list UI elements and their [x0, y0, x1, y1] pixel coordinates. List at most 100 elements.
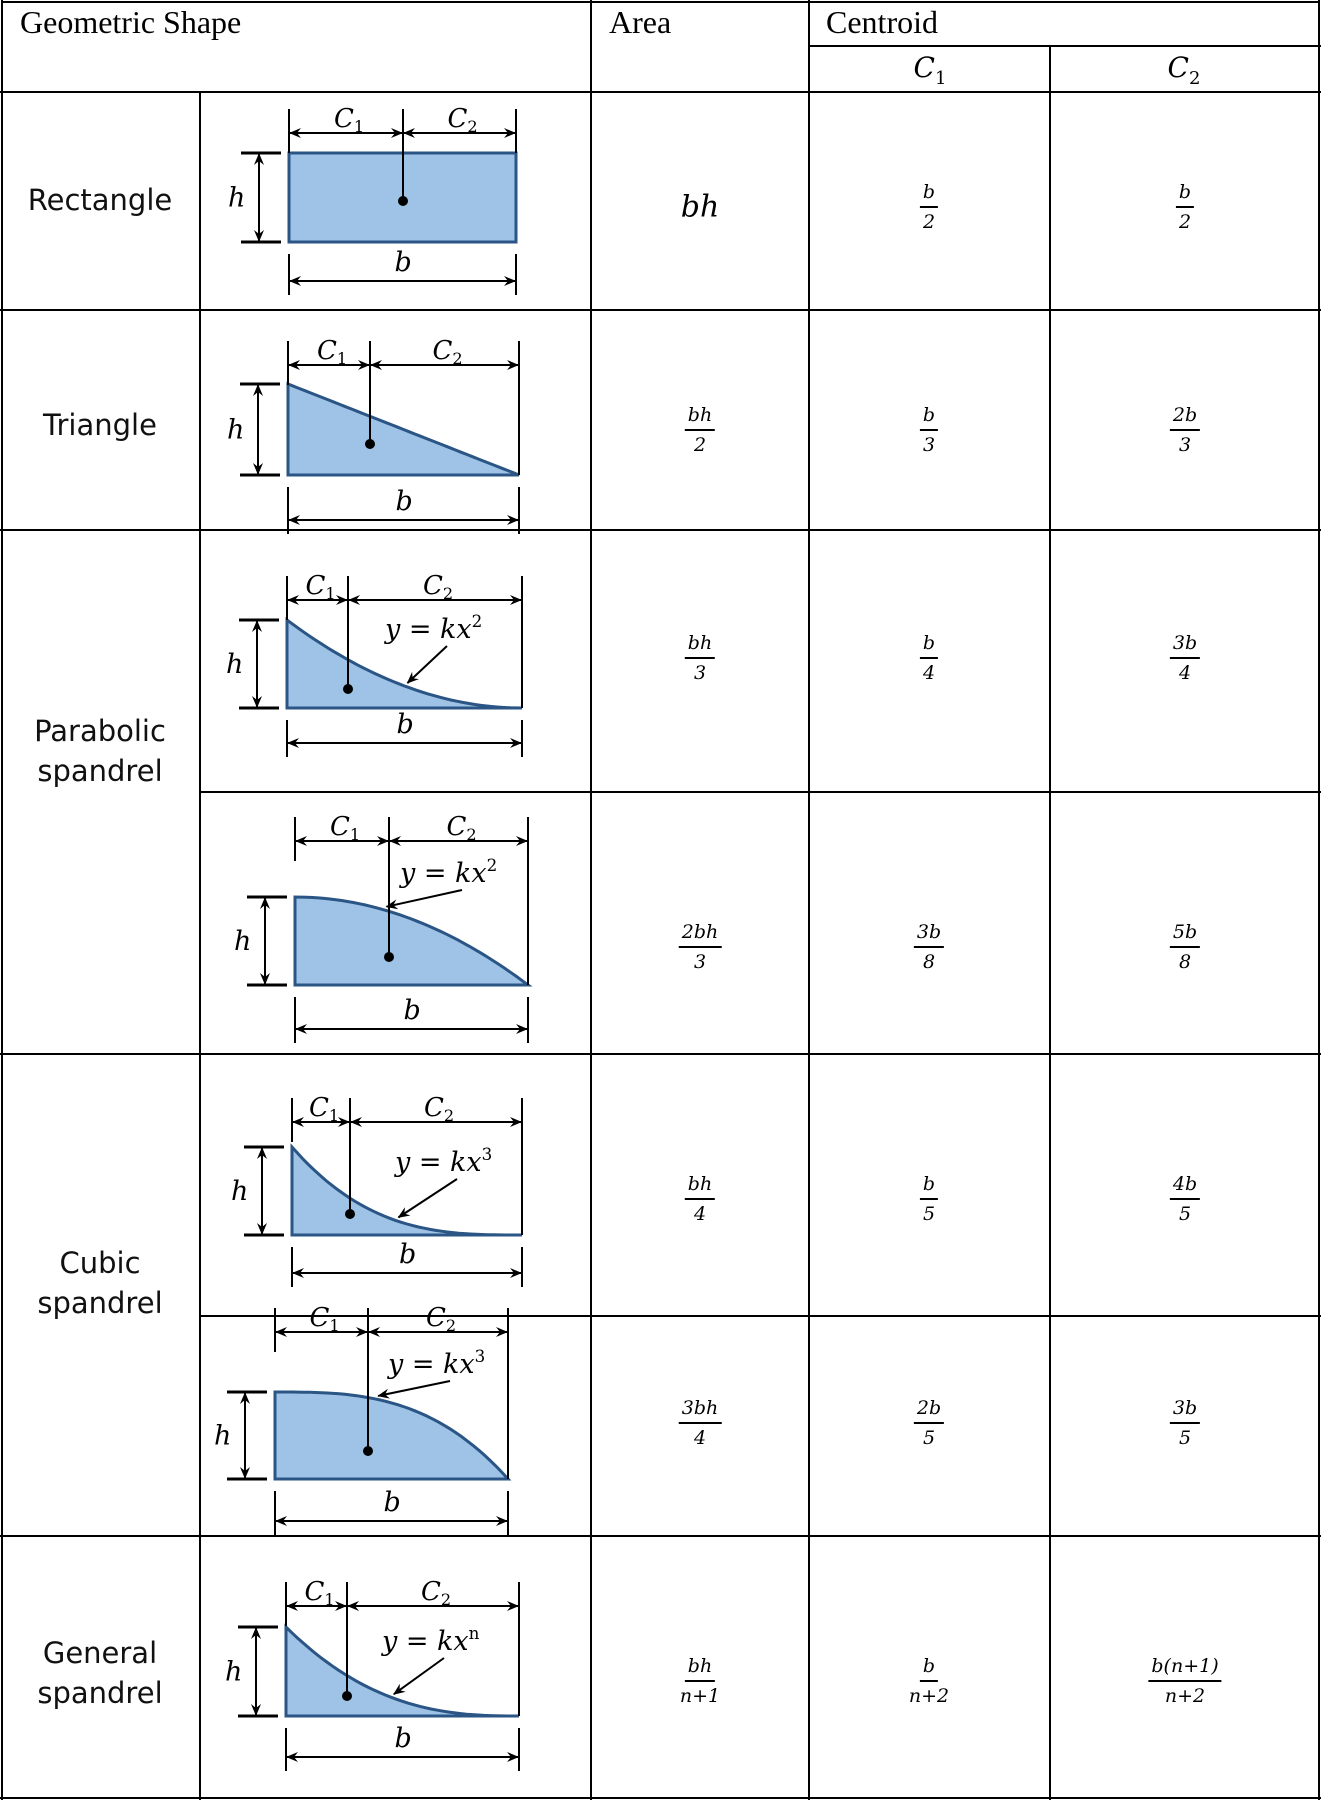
h-label-part: h — [231, 1176, 248, 1207]
c1-label-part: C — [309, 1093, 329, 1123]
denominator: 4 — [1178, 662, 1192, 684]
denominator: 5 — [922, 1203, 936, 1225]
numerator: b — [919, 404, 939, 431]
denominator: n+2 — [908, 1685, 950, 1707]
denominator: 8 — [922, 951, 936, 973]
header-c1: C1 — [914, 51, 947, 89]
equation-label-part: 2 — [487, 855, 498, 875]
numerator: b — [919, 181, 939, 208]
c2-label-part: C — [447, 812, 467, 842]
numerator: 4b — [1169, 1173, 1201, 1200]
h-label-part: h — [214, 1421, 231, 1452]
shape-label: Cubic spandrel — [0, 1243, 200, 1323]
numerator: 2b — [913, 1397, 945, 1424]
area-formula: bh 2 — [684, 404, 716, 456]
shape-label: Triangle — [0, 405, 200, 445]
denominator: 8 — [1178, 951, 1192, 973]
b-label-part: b — [399, 1239, 416, 1270]
c1-formula: 3b 8 — [913, 921, 945, 973]
header-c1-sub: 1 — [934, 67, 947, 89]
centroid-dot — [342, 1691, 352, 1701]
denominator: 3 — [1178, 434, 1192, 456]
denominator: 5 — [922, 1427, 936, 1449]
numerator: b — [1175, 181, 1195, 208]
c1-label: C1 — [309, 1093, 339, 1125]
header-c2-sub: 2 — [1188, 67, 1201, 89]
c2-label-part: C — [424, 1093, 444, 1123]
c1-label: C1 — [310, 1303, 340, 1335]
denominator: n+2 — [1164, 1685, 1206, 1707]
numerator: 2b — [1169, 404, 1201, 431]
h-label-part: h — [227, 415, 244, 446]
equation-arrow — [406, 645, 448, 684]
shape-label: Rectangle — [0, 180, 200, 220]
c2-formula: b(n+1) n+2 — [1148, 1655, 1222, 1707]
area-formula: bh 4 — [684, 1173, 716, 1225]
c2-label: C2 — [426, 1303, 456, 1335]
centroid-dot — [384, 952, 394, 962]
equation-arrow — [385, 889, 463, 910]
header-centroid: Centroid — [826, 4, 938, 40]
c1-label: C1 — [317, 336, 347, 368]
shape-label-line: Parabolic — [34, 714, 166, 748]
cubic-complement-diagram: C1 C2 h b y = kx3 — [214, 1303, 512, 1535]
equation-label-part: 3 — [482, 1144, 493, 1164]
equation-label-part: n — [469, 1623, 480, 1643]
header-geometric-shape: Geometric Shape — [20, 4, 242, 40]
header-c1-base: C — [913, 51, 935, 85]
shape-label-line: spandrel — [37, 1676, 163, 1710]
denominator: 3 — [693, 951, 707, 973]
c2-label: C2 — [433, 336, 463, 368]
c1-label-part: 1 — [337, 349, 347, 368]
numerator: b — [919, 632, 939, 659]
area-formula: bh 3 — [684, 632, 716, 684]
numerator: b — [919, 1655, 939, 1682]
h-label-part: h — [234, 926, 251, 957]
shape-label-line: Triangle — [43, 408, 157, 442]
shape-label-line: Rectangle — [27, 183, 173, 217]
shape-area — [273, 1390, 512, 1481]
c1-label-part: 1 — [329, 1106, 339, 1125]
c2-label-part: 2 — [446, 1316, 456, 1335]
c2-formula: 3b 4 — [1169, 632, 1201, 684]
c1-label-part: C — [305, 1577, 325, 1607]
c2-label: C2 — [421, 1577, 451, 1609]
b-label: b — [395, 1723, 412, 1754]
header-c2-base: C — [1167, 51, 1189, 85]
equation-label-part: y = kx — [384, 614, 472, 645]
c1-formula: b n+2 — [909, 1655, 949, 1707]
b-label: b — [395, 247, 412, 278]
equation-label-part: 3 — [475, 1346, 486, 1366]
c1-label: C1 — [305, 1577, 335, 1609]
area-formula: bh — [680, 189, 720, 225]
c1-label: C1 — [330, 812, 360, 844]
c2-label-part: 2 — [466, 825, 476, 844]
equation-label: y = kxn — [381, 1623, 480, 1657]
h-label-part: h — [226, 649, 243, 680]
numerator: 3b — [1169, 1397, 1201, 1424]
numerator: 3bh — [678, 1397, 722, 1424]
c2-formula: 3b 5 — [1169, 1397, 1201, 1449]
equation-label-part: y = kx — [387, 1349, 475, 1380]
h-label: h — [228, 183, 245, 214]
equation-arrow — [397, 1178, 458, 1219]
b-label-part: b — [384, 1487, 401, 1518]
shape-label-line: spandrel — [37, 1286, 163, 1320]
shape-label: Parabolic spandrel — [0, 711, 200, 791]
equation-arrow — [377, 1380, 451, 1399]
denominator: 4 — [693, 1427, 707, 1449]
numerator: b — [919, 1173, 939, 1200]
equation-arrow — [393, 1657, 445, 1696]
numerator: 3b — [1169, 632, 1201, 659]
c2-label: C2 — [448, 104, 478, 136]
c1-label: C1 — [306, 571, 336, 603]
